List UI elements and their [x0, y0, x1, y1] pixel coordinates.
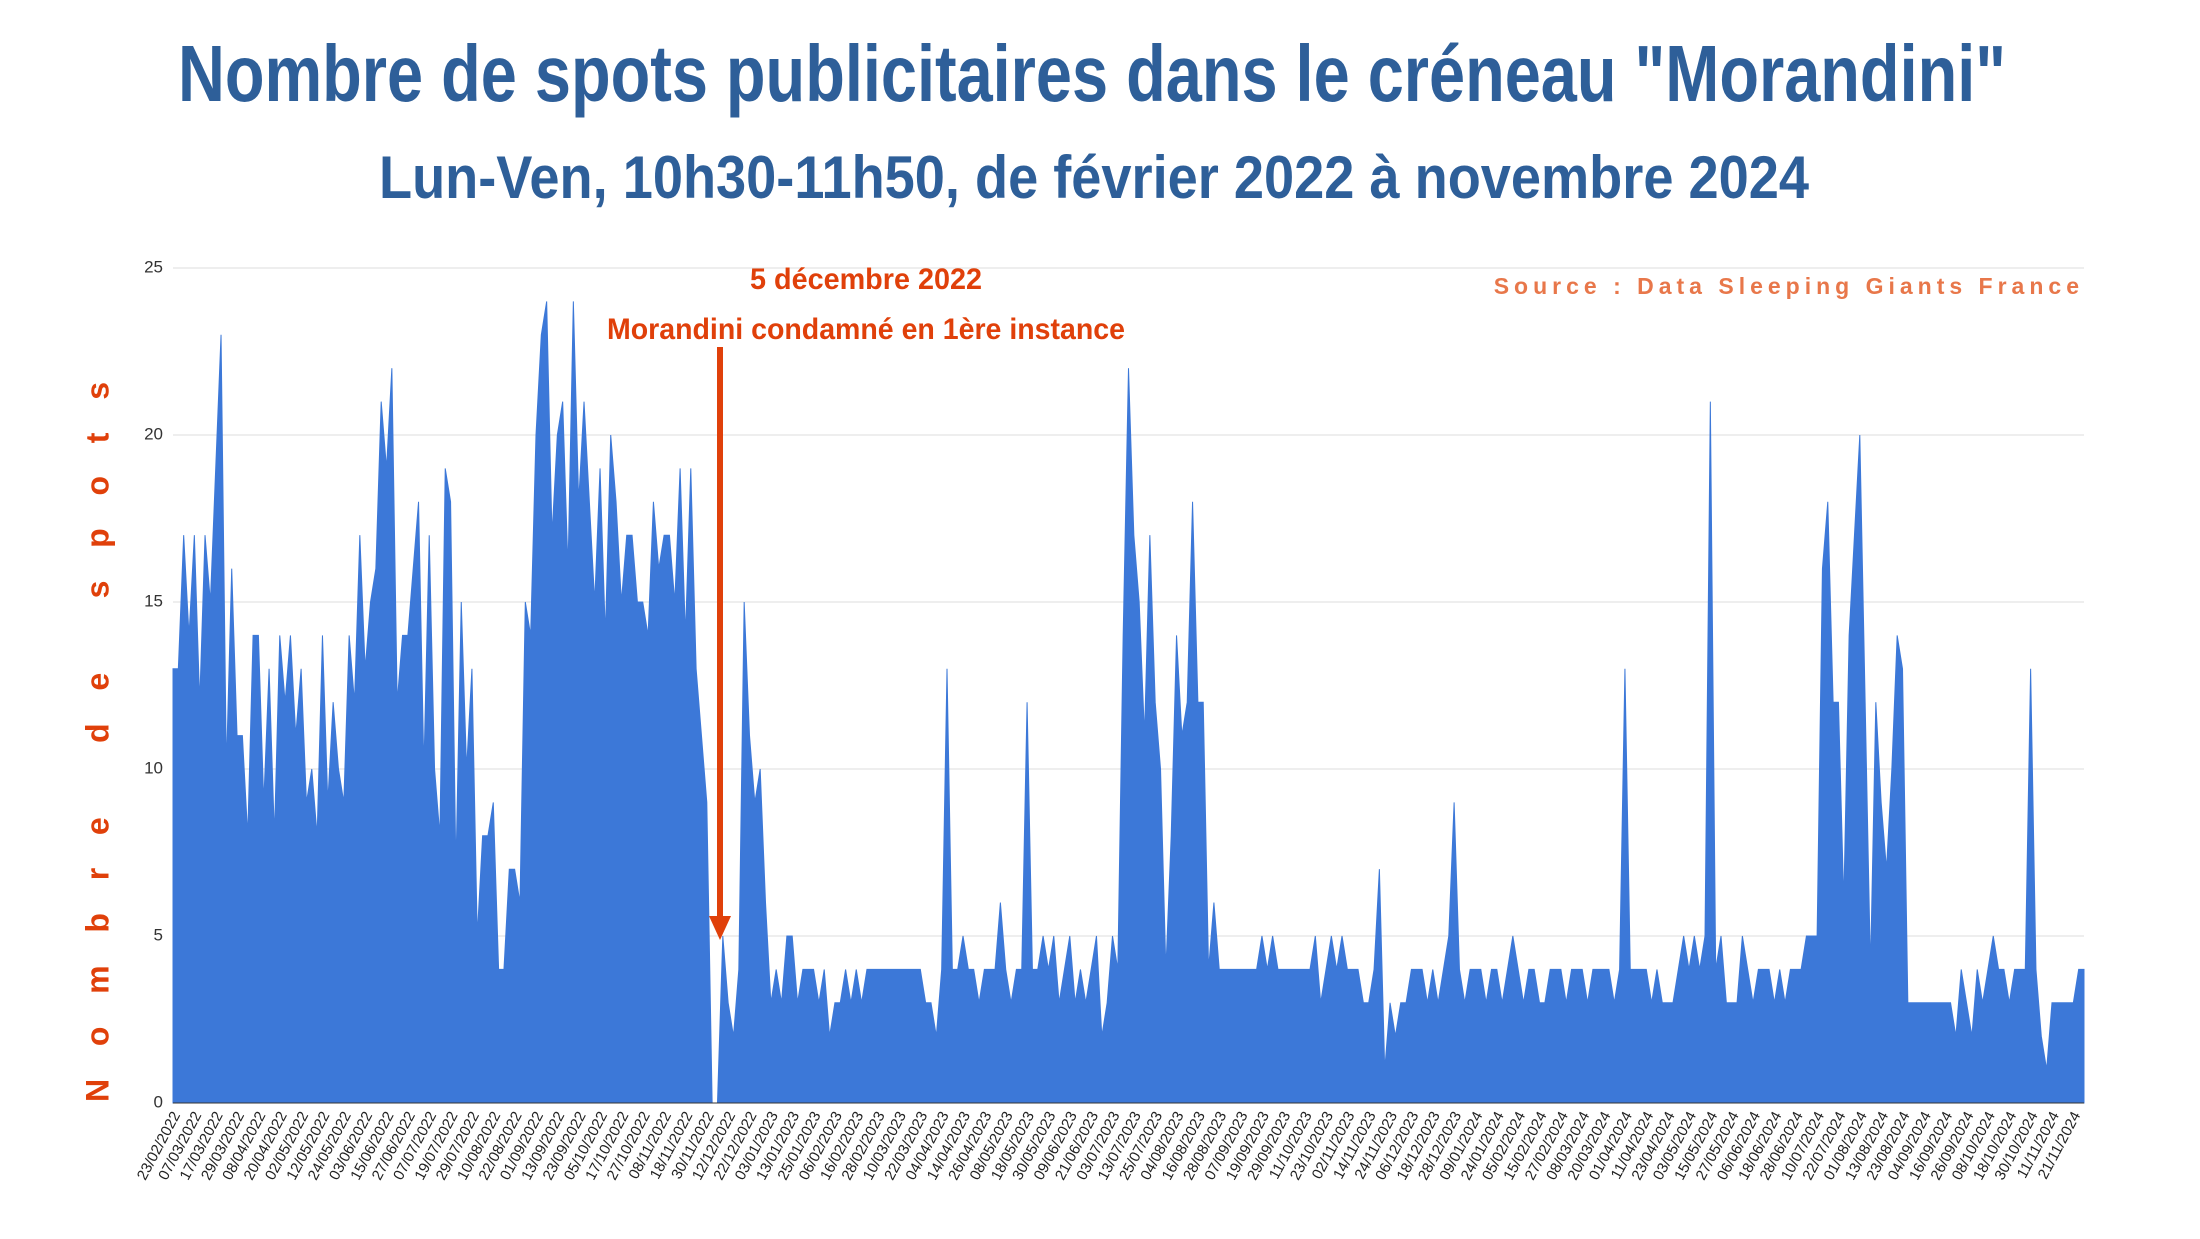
chart-title: Nombre de spots publicitaires dans le cr…	[178, 29, 2006, 118]
area	[172, 301, 2085, 1104]
y-tick-label: 5	[154, 925, 163, 944]
y-tick-label: 10	[144, 758, 163, 777]
plot: 051015202523/02/202207/03/202217/03/2022…	[134, 257, 2085, 1183]
arrow-head	[709, 916, 731, 940]
y-tick-label: 25	[144, 257, 163, 276]
annotation: Morandini condamné en 1ère instance	[607, 313, 1125, 346]
chart-subtitle: Lun-Ven, 10h30-11h50, de février 2022 à …	[379, 144, 1810, 211]
y-tick-label: 20	[144, 424, 163, 443]
source: Source : Data Sleeping Giants France	[1494, 273, 2084, 299]
y-tick-label: 15	[144, 591, 163, 610]
annotation: 5 décembre 2022	[750, 263, 982, 296]
y-axis-label: Nombre de spots	[79, 382, 115, 1102]
y-tick-label: 0	[154, 1092, 163, 1111]
